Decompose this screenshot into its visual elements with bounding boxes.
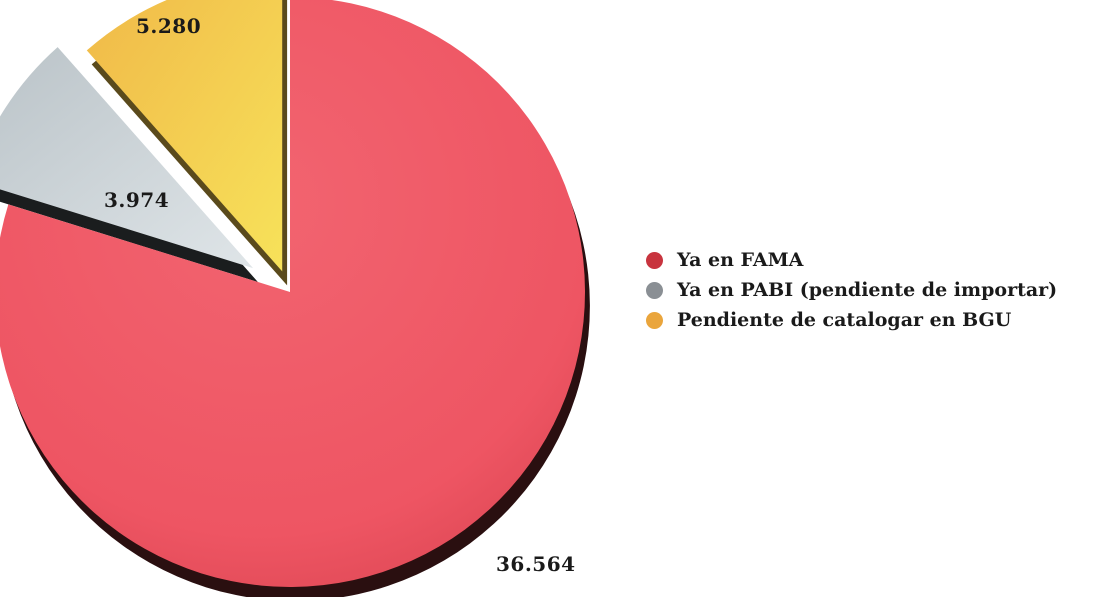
pie-slice-fama	[0, 0, 585, 587]
pie-slice-bgu	[86, 0, 283, 272]
data-label-fama: 36.564	[496, 552, 576, 576]
data-label-bgu: 5.280	[136, 14, 202, 38]
legend: Ya en FAMA Ya en PABI (pendiente de impo…	[646, 245, 1057, 335]
pie-slice-pabi	[0, 47, 254, 269]
legend-item-fama: Ya en FAMA	[646, 245, 1057, 275]
legend-swatch-pabi	[646, 281, 663, 299]
legend-label-pabi: Ya en PABI (pendiente de importar)	[677, 279, 1058, 301]
legend-swatch-bgu	[646, 311, 663, 329]
legend-label-fama: Ya en FAMA	[677, 249, 804, 271]
legend-item-bgu: Pendiente de catalogar en BGU	[646, 305, 1057, 335]
legend-label-bgu: Pendiente de catalogar en BGU	[677, 309, 1012, 331]
legend-item-pabi: Ya en PABI (pendiente de importar)	[646, 275, 1057, 305]
legend-swatch-fama	[646, 251, 663, 269]
data-label-pabi: 3.974	[104, 188, 170, 212]
